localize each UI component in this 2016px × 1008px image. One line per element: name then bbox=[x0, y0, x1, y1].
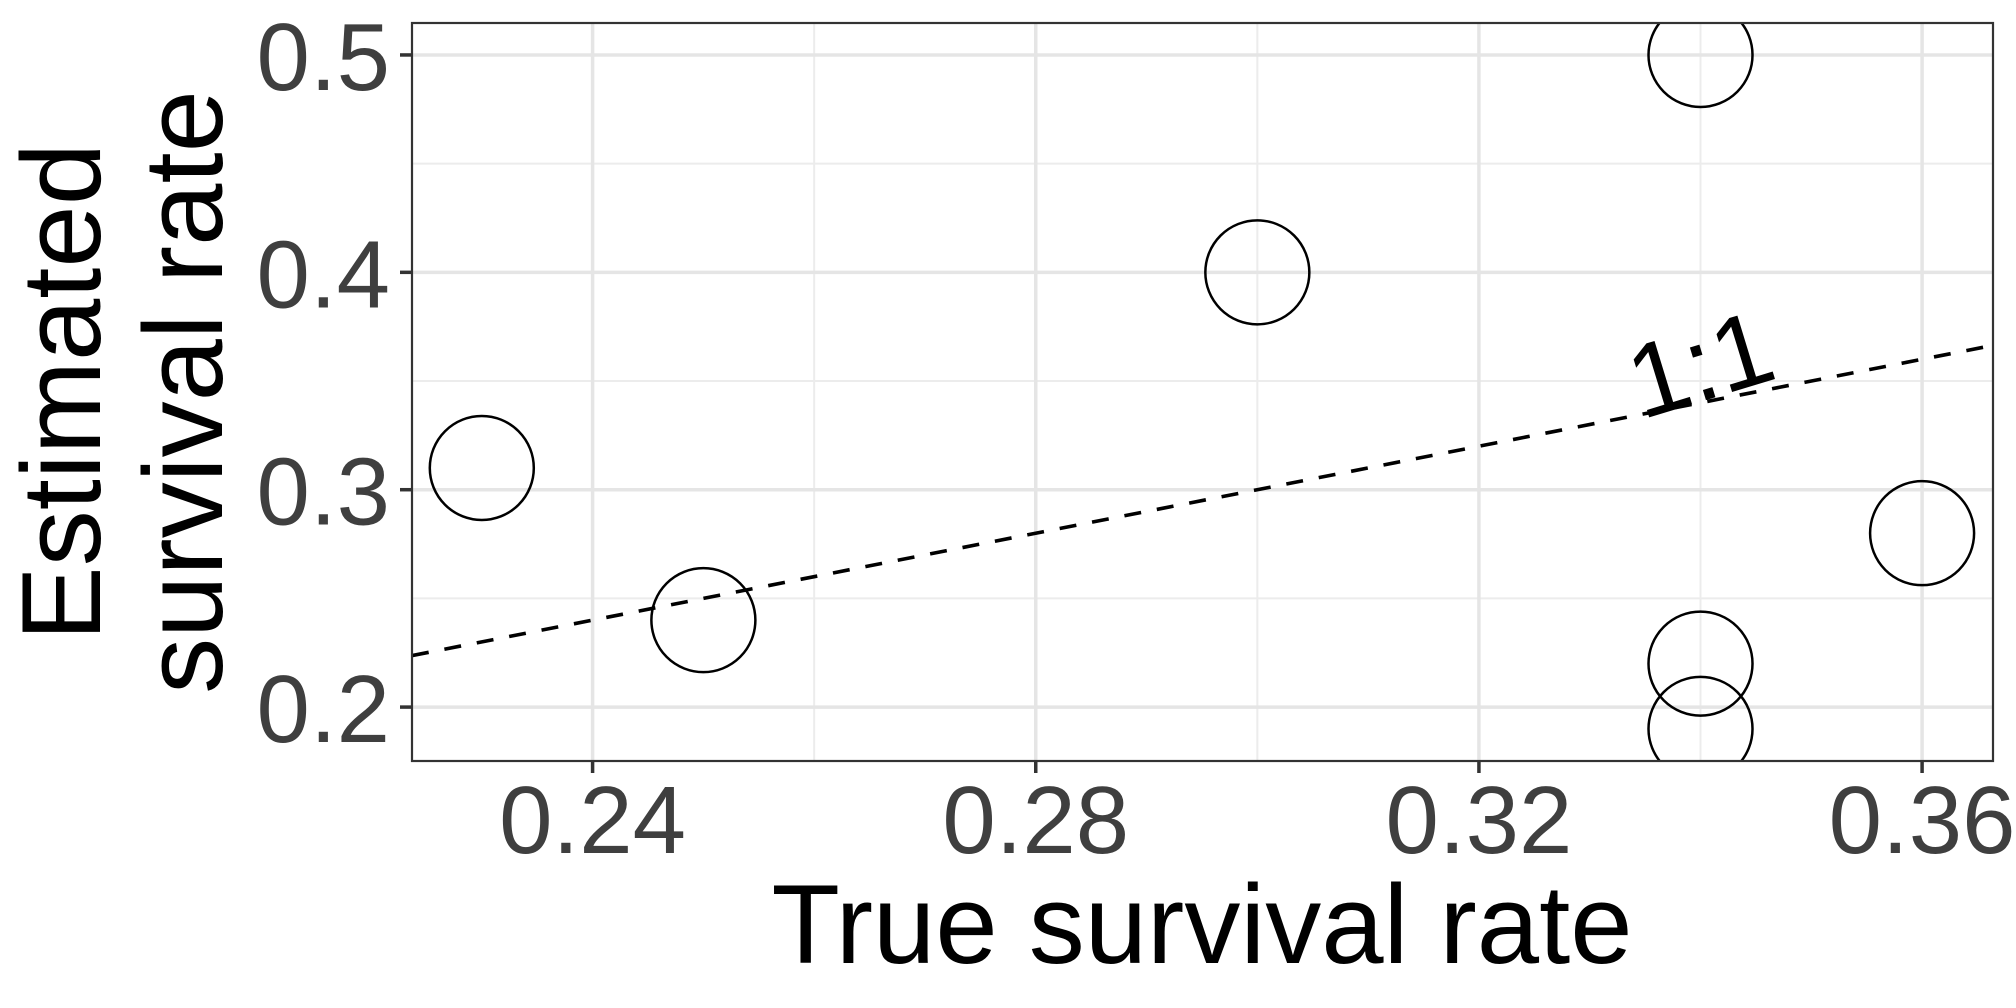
x-tick-label: 0.24 bbox=[499, 767, 686, 874]
plot-panel bbox=[412, 23, 1993, 761]
x-tick-label: 0.28 bbox=[942, 767, 1129, 874]
x-tick-label: 0.36 bbox=[1829, 767, 2016, 874]
x-axis-title: True survival rate bbox=[772, 862, 1633, 987]
data-point bbox=[1647, 23, 1754, 109]
y-axis-title-line-1: Estimated bbox=[0, 143, 124, 641]
x-tick-label: 0.32 bbox=[1386, 767, 1573, 874]
y-axis-title-line-2: survival rate bbox=[121, 90, 246, 694]
y-tick-label: 0.3 bbox=[257, 439, 390, 546]
y-tick-label: 0.2 bbox=[257, 656, 390, 763]
major-gridlines bbox=[412, 23, 1993, 761]
data-point bbox=[428, 414, 536, 522]
x-axis: 0.24 0.28 0.32 0.36 bbox=[499, 761, 2016, 874]
data-point bbox=[1647, 675, 1754, 761]
one-to-one-reference-line bbox=[412, 343, 1993, 658]
y-axis: 0.2 0.3 0.4 0.5 bbox=[257, 4, 412, 763]
data-point bbox=[650, 566, 757, 674]
data-points bbox=[428, 23, 1976, 761]
panel-border bbox=[410, 21, 1995, 763]
data-point bbox=[1204, 219, 1311, 326]
minor-gridlines bbox=[412, 23, 1993, 761]
y-tick-label: 0.5 bbox=[257, 4, 390, 111]
y-tick-label: 0.4 bbox=[257, 221, 390, 328]
data-point bbox=[1647, 610, 1754, 717]
y-axis-title: Estimated survival rate bbox=[0, 90, 246, 694]
data-point bbox=[1868, 479, 1976, 587]
